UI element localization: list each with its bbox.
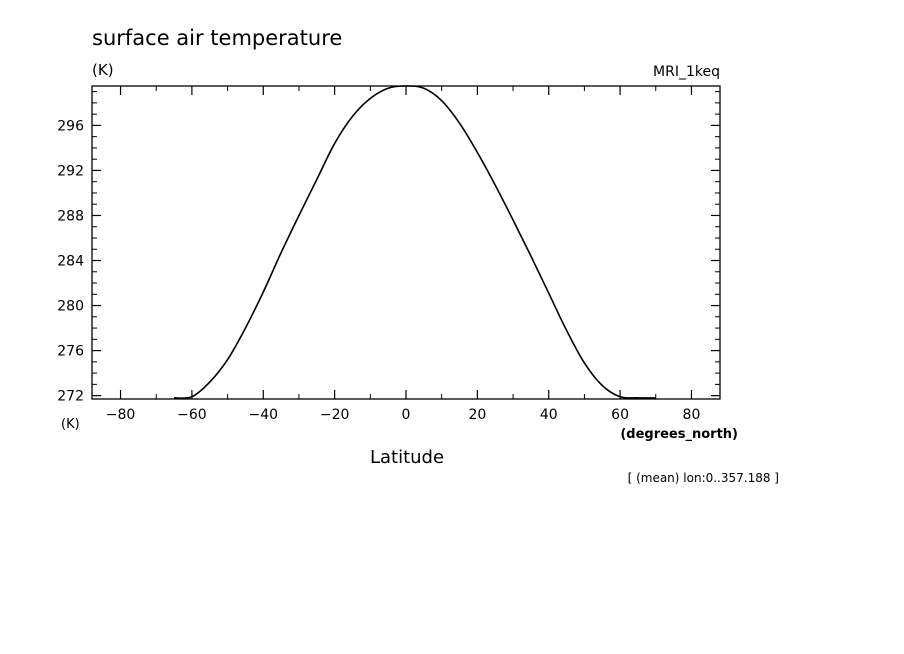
model-label: MRI_1keq <box>653 64 720 80</box>
averaging-note: [ (mean) lon:0..357.188 ] <box>628 471 779 485</box>
y-tick-label: 292 <box>57 163 84 179</box>
y-axis-label: (K) <box>92 61 114 79</box>
x-tick-label: −20 <box>320 407 350 423</box>
y-tick-labels: 272 276 280 284 288 292 296 <box>57 118 84 404</box>
plot-frame <box>91 85 721 400</box>
x-tick-label: −60 <box>177 407 207 423</box>
x-tick-label: 60 <box>611 407 629 423</box>
x-axis-label: Latitude <box>370 447 444 468</box>
x-tick-label: 20 <box>468 407 486 423</box>
x-tick-label: −40 <box>248 407 278 423</box>
series-line <box>174 85 656 400</box>
y-tick-label: 272 <box>57 389 84 405</box>
chart-title: surface air temperature <box>92 26 342 50</box>
y-tick-label: 276 <box>57 344 84 360</box>
x-tick-label: −80 <box>106 407 136 423</box>
x-tick-label: 0 <box>402 407 411 423</box>
x-tick-label: 80 <box>683 407 701 423</box>
y-tick-label: 288 <box>57 208 84 224</box>
y-tick-label: 296 <box>57 118 84 134</box>
y-tick-label: 280 <box>57 299 84 315</box>
y-tick-label: 284 <box>57 254 84 270</box>
x-tick-label: 40 <box>540 407 558 423</box>
x-corner-label: (K) <box>61 417 80 432</box>
x-tick-labels: −80 −60 −40 −20 0 20 40 60 80 <box>106 407 701 423</box>
plot-area: −80 −60 −40 −20 0 20 40 60 80 272 276 280 284 288 292… <box>57 85 721 423</box>
x-axis-unit: (degrees_north) <box>620 427 738 442</box>
axis-ticks <box>92 86 720 399</box>
